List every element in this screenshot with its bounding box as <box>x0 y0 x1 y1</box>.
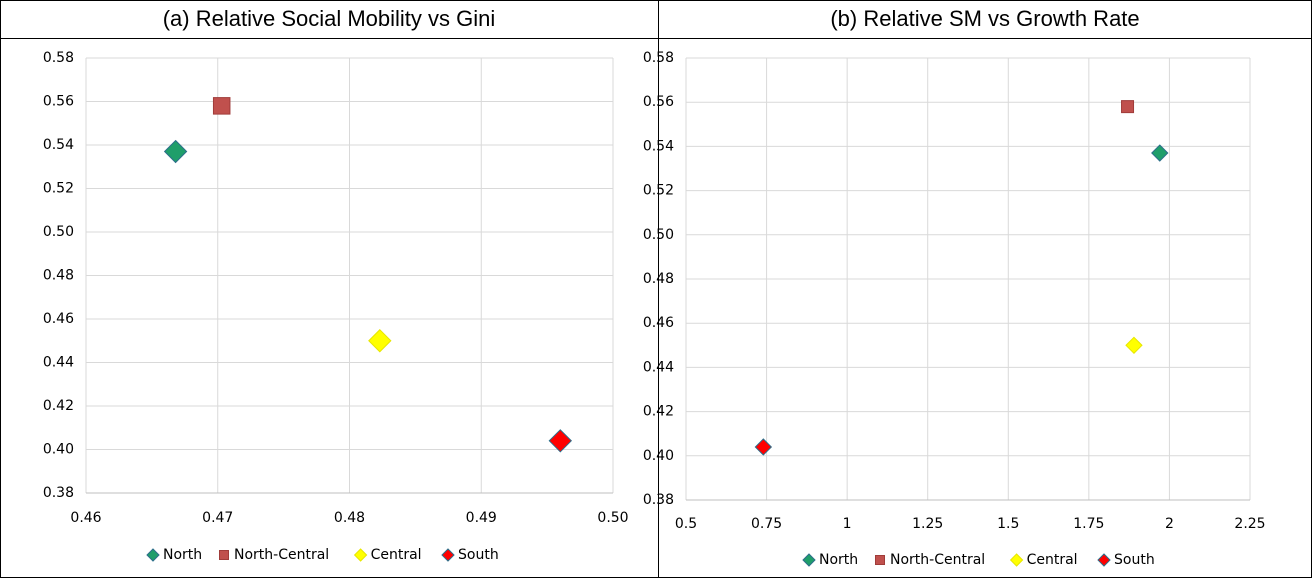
y-tick-label: 0.48 <box>43 268 74 284</box>
legend-label: North <box>819 552 858 568</box>
legend-label: Central <box>1027 552 1078 568</box>
y-tick-label: 0.50 <box>643 227 674 243</box>
x-tick-label: 0.5 <box>675 516 697 532</box>
y-tick-label: 0.42 <box>643 404 674 420</box>
data-point <box>1125 336 1143 355</box>
x-tick-label: 0.50 <box>597 510 628 526</box>
y-tick-label: 0.52 <box>643 183 674 199</box>
legend-marker <box>353 548 368 562</box>
y-tick-label: 0.42 <box>43 398 74 414</box>
x-tick-label: 1.25 <box>912 516 943 532</box>
legend-marker <box>875 555 885 565</box>
y-tick-label: 0.38 <box>43 485 74 501</box>
legend-marker <box>1097 553 1111 567</box>
legend-label: North <box>163 547 202 563</box>
data-point <box>368 329 392 353</box>
y-tick-label: 0.40 <box>43 442 74 458</box>
legend-marker <box>1009 553 1024 567</box>
legend-label: South <box>458 547 499 563</box>
data-point <box>212 97 231 115</box>
data-point <box>1151 144 1169 162</box>
y-tick-label: 0.54 <box>43 137 74 153</box>
y-tick-label: 0.54 <box>643 138 674 154</box>
data-point <box>754 438 773 456</box>
y-tick-label: 0.56 <box>43 94 74 110</box>
x-tick-label: 2 <box>1165 516 1174 532</box>
y-tick-label: 0.46 <box>643 315 674 331</box>
data-point <box>1121 100 1135 114</box>
y-tick-label: 0.52 <box>43 181 74 197</box>
y-tick-label: 0.56 <box>643 94 674 110</box>
chart-title: (a) Relative Social Mobility vs Gini <box>163 6 496 31</box>
x-tick-label: 0.49 <box>466 510 497 526</box>
legend-label: North-Central <box>890 552 985 568</box>
x-tick-label: 0.48 <box>334 510 365 526</box>
legend-marker <box>219 550 229 560</box>
legend-label: Central <box>371 547 422 563</box>
legend-label: South <box>1114 552 1155 568</box>
y-tick-label: 0.50 <box>43 224 74 240</box>
y-tick-label: 0.40 <box>643 448 674 464</box>
y-tick-label: 0.48 <box>643 271 674 287</box>
x-tick-label: 2.25 <box>1234 516 1265 532</box>
x-tick-label: 0.47 <box>202 510 233 526</box>
y-tick-label: 0.46 <box>43 311 74 327</box>
chart-title: (b) Relative SM vs Growth Rate <box>830 6 1139 31</box>
x-tick-label: 0.75 <box>751 516 782 532</box>
x-tick-label: 0.46 <box>70 510 101 526</box>
legend-marker <box>802 553 816 567</box>
y-tick-label: 0.58 <box>643 50 674 66</box>
y-tick-label: 0.44 <box>43 355 74 371</box>
data-point <box>163 139 188 164</box>
x-tick-label: 1 <box>843 516 852 532</box>
legend-label: North-Central <box>234 547 329 563</box>
legend-marker <box>146 548 160 562</box>
legend-marker <box>441 548 455 562</box>
x-tick-label: 1.75 <box>1073 516 1104 532</box>
data-point <box>548 429 573 453</box>
y-tick-label: 0.38 <box>643 492 674 508</box>
y-tick-label: 0.58 <box>43 50 74 66</box>
y-tick-label: 0.44 <box>643 359 674 375</box>
x-tick-label: 1.5 <box>997 516 1019 532</box>
